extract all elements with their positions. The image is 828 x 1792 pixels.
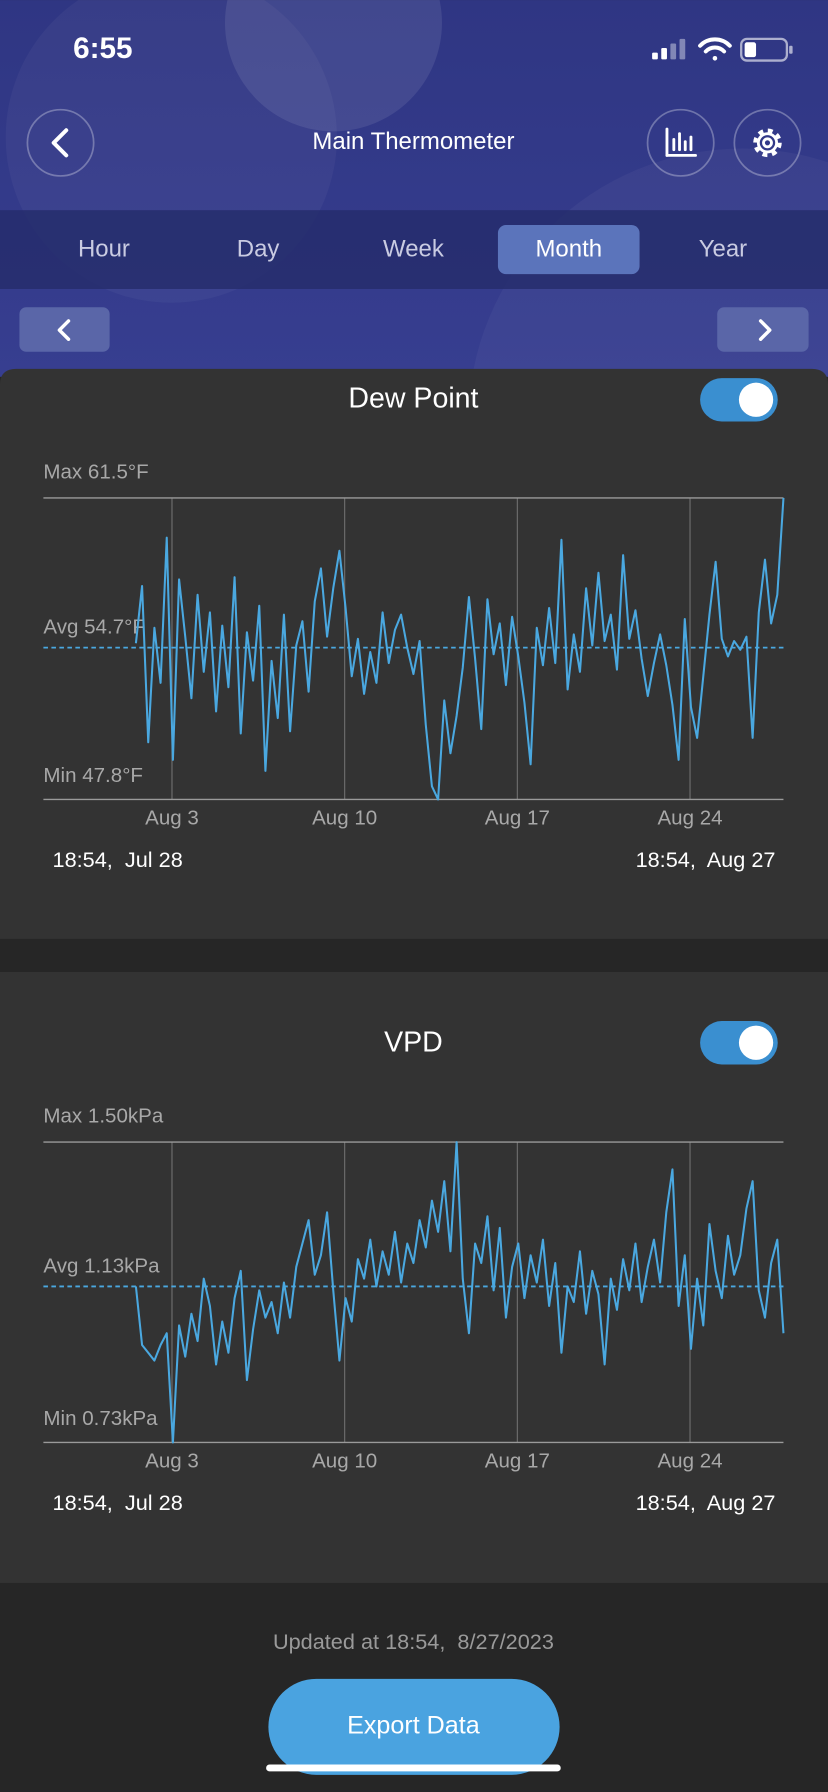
toggle[interactable] (700, 1021, 778, 1065)
x-tick-label: Aug 24 (657, 1449, 722, 1472)
toggle-knob[interactable] (738, 1025, 774, 1060)
end-time: 18:54, Aug 27 (636, 1490, 776, 1515)
chart-title: Dew Point (348, 382, 478, 414)
tab-label[interactable]: Day (237, 235, 280, 262)
tabs: Hour Day Week Month Year (78, 225, 747, 275)
toggle[interactable] (700, 378, 778, 422)
tab-label[interactable]: Month (535, 235, 602, 262)
x-tick-label: Aug 17 (485, 806, 550, 829)
charts: Dew Point Aug 3 Aug 10 Aug 17 Aug 24 Max 61.5… (43, 378, 785, 1515)
updated-text: Updated at 18:54, 8/27/2023 (273, 1629, 554, 1654)
range-label: Min 0.73kPa (43, 1407, 158, 1430)
x-tick-label: Aug 17 (485, 1449, 550, 1472)
tab-label[interactable]: Year (699, 235, 747, 262)
export-label[interactable]: Export Data (347, 1711, 480, 1739)
prev-button[interactable] (19, 307, 110, 352)
data-line (134, 1141, 785, 1444)
average-label: Avg 1.13kPa (43, 1254, 160, 1277)
tab[interactable]: Hour (78, 235, 130, 262)
x-tick-label: Aug 3 (145, 1449, 199, 1472)
start-time: 18:54, Jul 28 (53, 1490, 183, 1515)
end-time: 18:54, Aug 27 (636, 847, 776, 872)
chart-button[interactable] (646, 108, 715, 177)
back-button[interactable] (26, 108, 95, 177)
average-label: Avg 54.7°F (43, 616, 145, 639)
wifi-icon (698, 37, 732, 61)
start-time: 18:54, Jul 28 (53, 847, 183, 872)
x-tick-label: Aug 3 (145, 806, 199, 829)
chart-title: VPD (384, 1026, 443, 1058)
x-tick-label: Aug 10 (312, 1449, 377, 1472)
range-label: Min 47.8°F (43, 764, 143, 787)
card (0, 368, 828, 939)
tab-label[interactable]: Week (383, 235, 445, 262)
tab-selected-bg (497, 225, 640, 275)
tab[interactable]: Month (497, 225, 640, 275)
range-label: Max 1.50kPa (43, 1104, 163, 1127)
next-button[interactable] (717, 307, 809, 352)
status-time: 6:55 (73, 32, 132, 65)
tab[interactable]: Day (237, 235, 280, 262)
tab[interactable]: Week (383, 235, 445, 262)
tab-label[interactable]: Hour (78, 235, 130, 262)
chart: Dew Point Aug 3 Aug 10 Aug 17 Aug 24 Max 61.5… (43, 378, 785, 872)
x-tick-label: Aug 24 (657, 806, 722, 829)
toggle-knob[interactable] (738, 382, 774, 417)
tab-bar (0, 210, 828, 289)
page-title: Main Thermometer (312, 128, 514, 155)
x-tick-label: Aug 10 (312, 806, 377, 829)
home-indicator (266, 1764, 561, 1772)
data-line (134, 497, 785, 801)
signal-icon (652, 38, 686, 60)
tab[interactable]: Year (699, 235, 747, 262)
header-bg (0, 0, 828, 377)
chart: VPD Aug 3 Aug 10 Aug 17 Aug 24 Max 1.50kPa Min… (43, 1021, 785, 1515)
export-button[interactable]: Export Data (268, 1678, 560, 1775)
range-label: Max 61.5°F (43, 460, 148, 483)
top-background (0, 0, 828, 377)
decor-circle (225, 0, 442, 132)
battery-icon (740, 37, 793, 62)
